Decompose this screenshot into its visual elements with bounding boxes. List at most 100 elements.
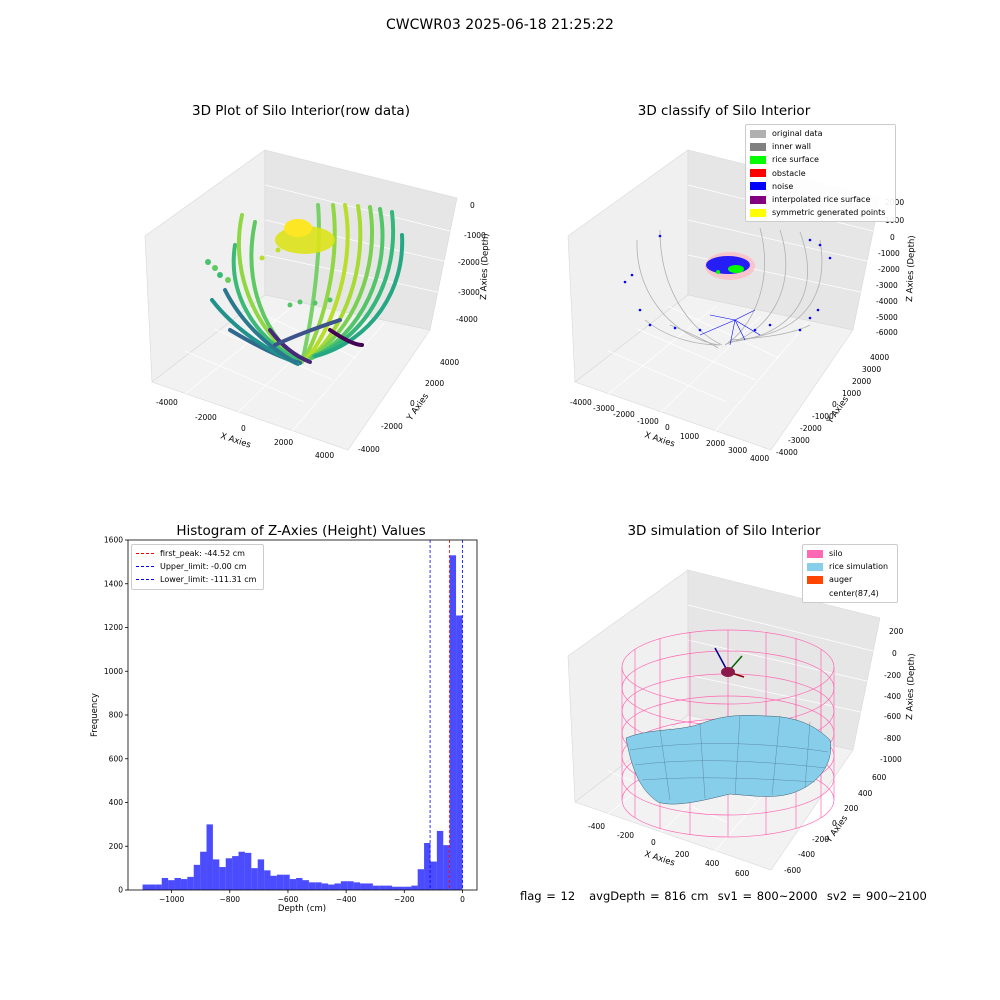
histogram-bar xyxy=(436,830,444,890)
plot3-y-ticks: 0 200 400 600 800 1000 1200 1400 1600 xyxy=(104,536,128,895)
plot4-x-tick: 600 xyxy=(735,869,750,878)
plot1-z-ticks: 0 -1000 -2000 -3000 -4000 xyxy=(456,201,486,324)
histogram-bar xyxy=(340,881,348,890)
plot2-legend: original data inner wall rice surface ob… xyxy=(745,124,896,223)
plot1-z-tick: -4000 xyxy=(456,315,478,324)
histogram-bar xyxy=(200,851,207,890)
legend-swatch xyxy=(807,549,823,558)
plot4-legend-item: auger xyxy=(807,573,893,586)
histogram-bar xyxy=(174,877,181,890)
legend-swatch xyxy=(807,562,823,571)
plot1-y-tick: -4000 xyxy=(358,445,380,454)
legend-label: inner wall xyxy=(772,142,812,152)
plot3-legend-item: Lower_limit: -111.31 cm xyxy=(136,573,259,586)
plot1-y-tick: 4000 xyxy=(440,358,459,367)
x-tick-label: −600 xyxy=(278,895,299,904)
plot3-y-label: Frequency xyxy=(90,693,100,737)
legend-swatch xyxy=(750,169,766,178)
histogram-bar xyxy=(315,882,322,890)
plot1-y-tick: -2000 xyxy=(381,422,403,431)
plot4-x-ticks: -400 -200 0 200 400 600 xyxy=(588,822,750,878)
plot2-y-tick: -2000 xyxy=(800,424,822,433)
histogram-bar xyxy=(180,879,188,890)
legend-label: first_peak: -44.52 cm xyxy=(160,549,245,559)
x-tick-label: −400 xyxy=(336,895,357,904)
plot2-legend-item: obstacle xyxy=(750,167,891,180)
histogram-bar xyxy=(283,874,290,890)
plot2-x-tick: 2000 xyxy=(706,439,725,448)
histogram-bar xyxy=(379,885,386,890)
histogram-bar xyxy=(148,884,156,890)
plot2-y-tick: 3000 xyxy=(862,365,881,374)
plot2-y-tick: -4000 xyxy=(776,448,798,457)
plot4-y-tick: 0 xyxy=(832,819,837,828)
plot4-auger xyxy=(714,647,745,678)
plot4-y-tick: 400 xyxy=(858,789,873,798)
legend-label: Upper_limit: -0.00 cm xyxy=(160,562,247,572)
plot1-y-ticks: -4000 -2000 0 2000 4000 xyxy=(358,358,459,454)
legend-line xyxy=(136,553,154,555)
legend-swatch xyxy=(807,575,823,584)
plot2-x-tick: 0 xyxy=(665,423,670,432)
plot4-x-label: X Axies xyxy=(643,849,676,868)
plot2-x-tick: -3000 xyxy=(593,404,615,413)
plot2-legend-item: symmetric generated points xyxy=(750,206,891,219)
histogram-bar xyxy=(424,842,431,890)
plot4-legend: silo rice simulation auger center(87,4) xyxy=(802,544,898,603)
plot3-legend-item: first_peak: -44.52 cm xyxy=(136,547,259,560)
plot4-y-tick: 600 xyxy=(872,773,887,782)
plot2-y-tick: 0 xyxy=(832,400,837,409)
histogram-bar xyxy=(193,864,201,890)
plot2-z-tick: -4000 xyxy=(876,297,898,306)
plot2-noise-points xyxy=(623,234,832,346)
plot2-y-tick: 4000 xyxy=(870,353,889,362)
plot2-z-tick: -5000 xyxy=(876,313,898,322)
histogram-bar xyxy=(161,877,169,890)
legend-label: silo xyxy=(829,549,843,559)
figure-title: CWCWR03 2025-06-18 21:25:22 xyxy=(386,17,614,33)
legend-swatch xyxy=(750,195,766,204)
histogram-bar xyxy=(411,885,418,890)
histogram-bar xyxy=(155,884,162,890)
plot4-x-tick: -400 xyxy=(588,822,605,831)
histogram-bar xyxy=(392,886,399,890)
legend-label: Lower_limit: -111.31 cm xyxy=(160,575,257,585)
histogram-bar xyxy=(264,870,271,890)
plot2-x-tick: 3000 xyxy=(728,446,747,455)
plot3-x-label: Depth (cm) xyxy=(278,904,326,914)
histogram-bar xyxy=(270,875,277,890)
y-tick-label: 1200 xyxy=(104,623,123,632)
plot4-z-tick: -600 xyxy=(884,712,901,721)
plot4-legend-item: rice simulation xyxy=(807,560,893,573)
legend-label: noise xyxy=(772,181,794,191)
plot4-y-tick: -600 xyxy=(784,866,801,875)
legend-label: auger xyxy=(829,575,853,585)
legend-label: obstacle xyxy=(772,168,806,178)
histogram-bar xyxy=(417,869,425,890)
histogram-bar xyxy=(251,868,258,890)
legend-swatch xyxy=(750,142,766,151)
plot3-bars xyxy=(142,555,463,890)
plot4-title: 3D simulation of Silo Interior xyxy=(627,523,821,539)
histogram-bar xyxy=(360,883,367,890)
plot2-z-tick: -2000 xyxy=(878,265,900,274)
histogram-bar xyxy=(443,845,450,890)
plot1-z-tick: 0 xyxy=(470,201,475,210)
plot1-3d-axes: -4000 -2000 0 2000 4000 -4000 -2000 0 20… xyxy=(144,149,491,460)
x-tick-label: −800 xyxy=(219,895,240,904)
plot1-rice-surface-cloud xyxy=(205,219,335,308)
plot2-z-tick: -3000 xyxy=(876,281,898,290)
plot3-title: Histogram of Z-Axies (Height) Values xyxy=(176,523,426,539)
legend-label: original data xyxy=(772,129,823,139)
y-tick-label: 400 xyxy=(109,798,124,807)
plot4-y-tick: 200 xyxy=(844,804,859,813)
plot2-title: 3D classify of Silo Interior xyxy=(637,103,811,119)
legend-line xyxy=(136,579,154,581)
histogram-bar xyxy=(232,856,239,890)
x-tick-label: 0 xyxy=(460,895,465,904)
plot4-rice-mesh xyxy=(629,715,829,801)
plot3-x-ticks: −1000 −800 −600 −400 −200 0 xyxy=(159,890,465,904)
histogram-bar xyxy=(225,858,233,890)
histogram-bar xyxy=(276,874,284,890)
plot4-y-ticks: 600 400 200 0 -200 -400 -600 xyxy=(784,773,887,875)
